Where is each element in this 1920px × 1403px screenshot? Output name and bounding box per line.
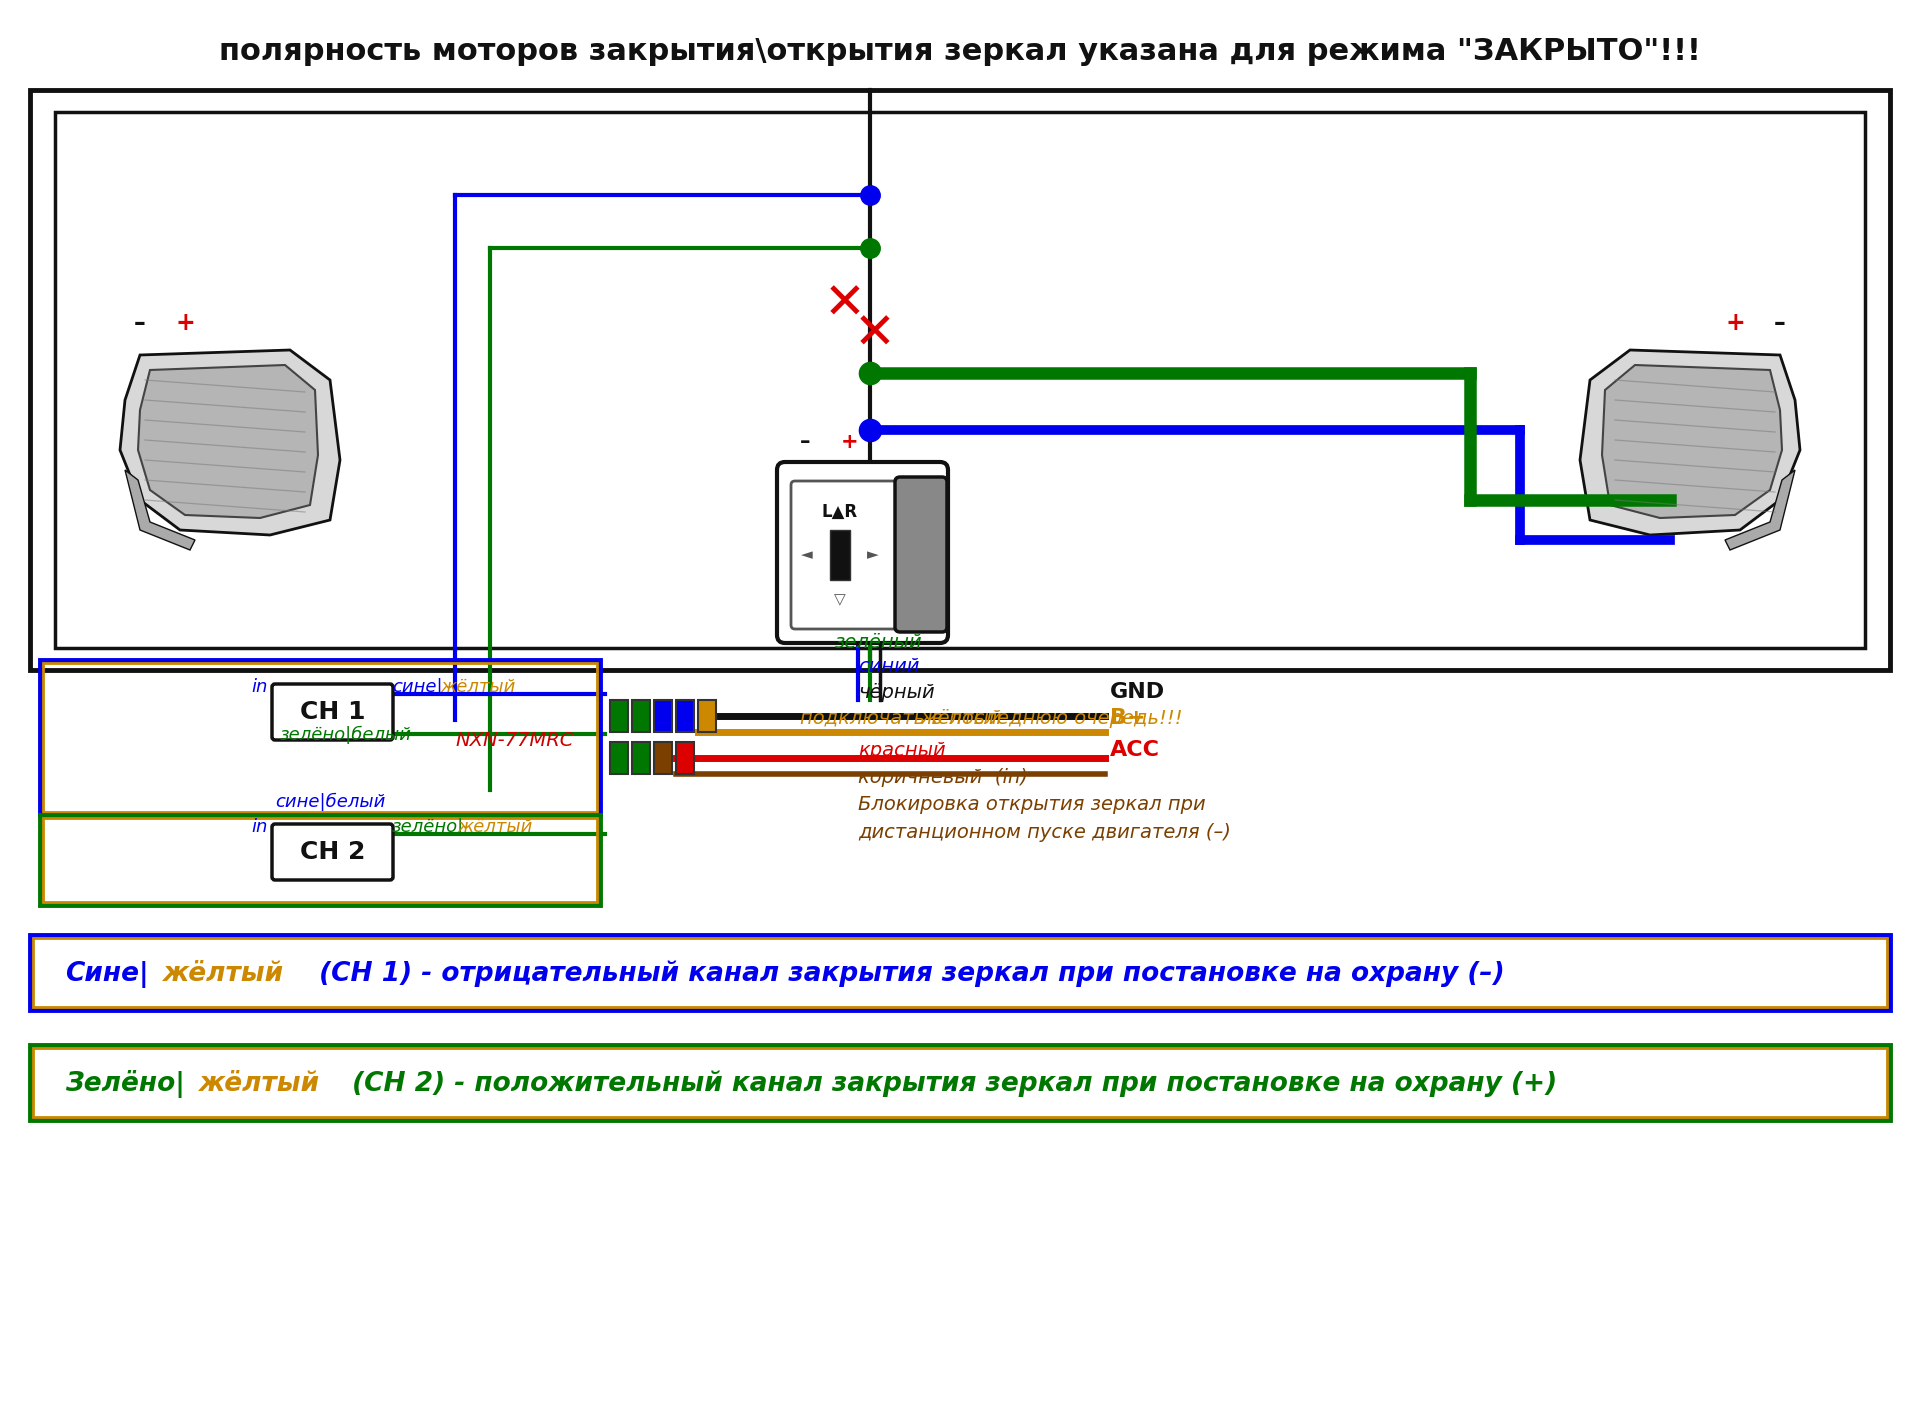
Bar [31,90,1889,671]
FancyBboxPatch shape [273,824,394,880]
Bar [676,742,693,774]
Bar [42,664,597,812]
Text: красный: красный [858,741,947,760]
Text: дистанционном пуске двигателя (–): дистанционном пуске двигателя (–) [858,824,1231,842]
Text: in: in [252,818,269,836]
Text: сине|белый: сине|белый [275,793,386,811]
Text: ▽: ▽ [833,592,847,607]
Text: СН 2: СН 2 [300,840,365,864]
FancyBboxPatch shape [273,685,394,739]
Text: –: – [801,432,810,452]
Bar [40,815,599,905]
Text: СН 1: СН 1 [300,700,365,724]
Text: ✕: ✕ [854,311,897,359]
Polygon shape [1724,470,1795,550]
Text: жёлтый: жёлтый [198,1070,319,1097]
Text: L▲R: L▲R [822,504,858,521]
Polygon shape [1580,349,1801,535]
Bar [31,934,1889,1010]
Text: NXN-77MRC: NXN-77MRC [455,731,574,749]
Text: зелёно|белый: зелёно|белый [280,725,413,744]
FancyBboxPatch shape [895,477,947,631]
Bar [611,700,628,732]
Text: жёлтый: жёлтый [440,678,515,696]
Text: сине|: сине| [392,678,444,696]
Text: +: + [175,311,194,335]
Text: –: – [134,311,146,335]
Polygon shape [1601,365,1782,518]
Bar [31,1045,1889,1120]
Text: ►: ► [868,547,879,563]
Bar [699,700,716,732]
Bar [33,1048,1887,1117]
Text: полярность моторов закрытия\открытия зеркал указана для режима "ЗАКРЫТО"!!!: полярность моторов закрытия\открытия зер… [219,38,1701,66]
Bar [33,939,1887,1007]
Text: ✕: ✕ [824,281,866,328]
Text: Сине|: Сине| [65,961,148,988]
Bar [676,700,693,732]
Text: +: + [841,432,858,452]
Text: коричневый  (in): коричневый (in) [858,767,1027,787]
Text: синий: синий [858,657,920,676]
Bar [611,742,628,774]
Text: GND: GND [1110,682,1165,702]
Text: +: + [1726,311,1745,335]
FancyBboxPatch shape [791,481,904,629]
Text: жёлтый: жёлтый [920,709,1002,728]
Text: B+: B+ [1110,709,1146,728]
Bar [42,818,597,902]
Text: Блокировка открытия зеркал при: Блокировка открытия зеркал при [858,796,1206,814]
Text: подключать в последнюю очередь!!!: подключать в последнюю очередь!!! [801,709,1183,728]
Text: (СН 1) - отрицательный канал закрытия зеркал при постановке на охрану (–): (СН 1) - отрицательный канал закрытия зе… [309,961,1505,988]
Text: in: in [252,678,269,696]
Text: чёрный: чёрный [858,683,935,702]
Text: (СН 2) - положительный канал закрытия зеркал при постановке на охрану (+): (СН 2) - положительный канал закрытия зе… [344,1070,1557,1097]
Text: жёлтый: жёлтый [161,961,282,986]
Bar [632,700,651,732]
Bar [632,742,651,774]
Polygon shape [125,470,196,550]
Polygon shape [138,365,319,518]
FancyBboxPatch shape [778,462,948,643]
Bar [56,112,1864,648]
Bar [40,659,599,815]
Text: Зелёно|: Зелёно| [65,1070,184,1099]
Bar [829,530,851,579]
Bar [655,700,672,732]
Polygon shape [119,349,340,535]
Text: ◄: ◄ [801,547,812,563]
Text: ACC: ACC [1110,739,1160,760]
Text: зелёно|: зелёно| [392,818,465,836]
Text: зелёный: зелёный [835,633,924,652]
Text: жёлтый: жёлтый [457,818,532,836]
Text: –: – [1774,311,1786,335]
Bar [655,742,672,774]
